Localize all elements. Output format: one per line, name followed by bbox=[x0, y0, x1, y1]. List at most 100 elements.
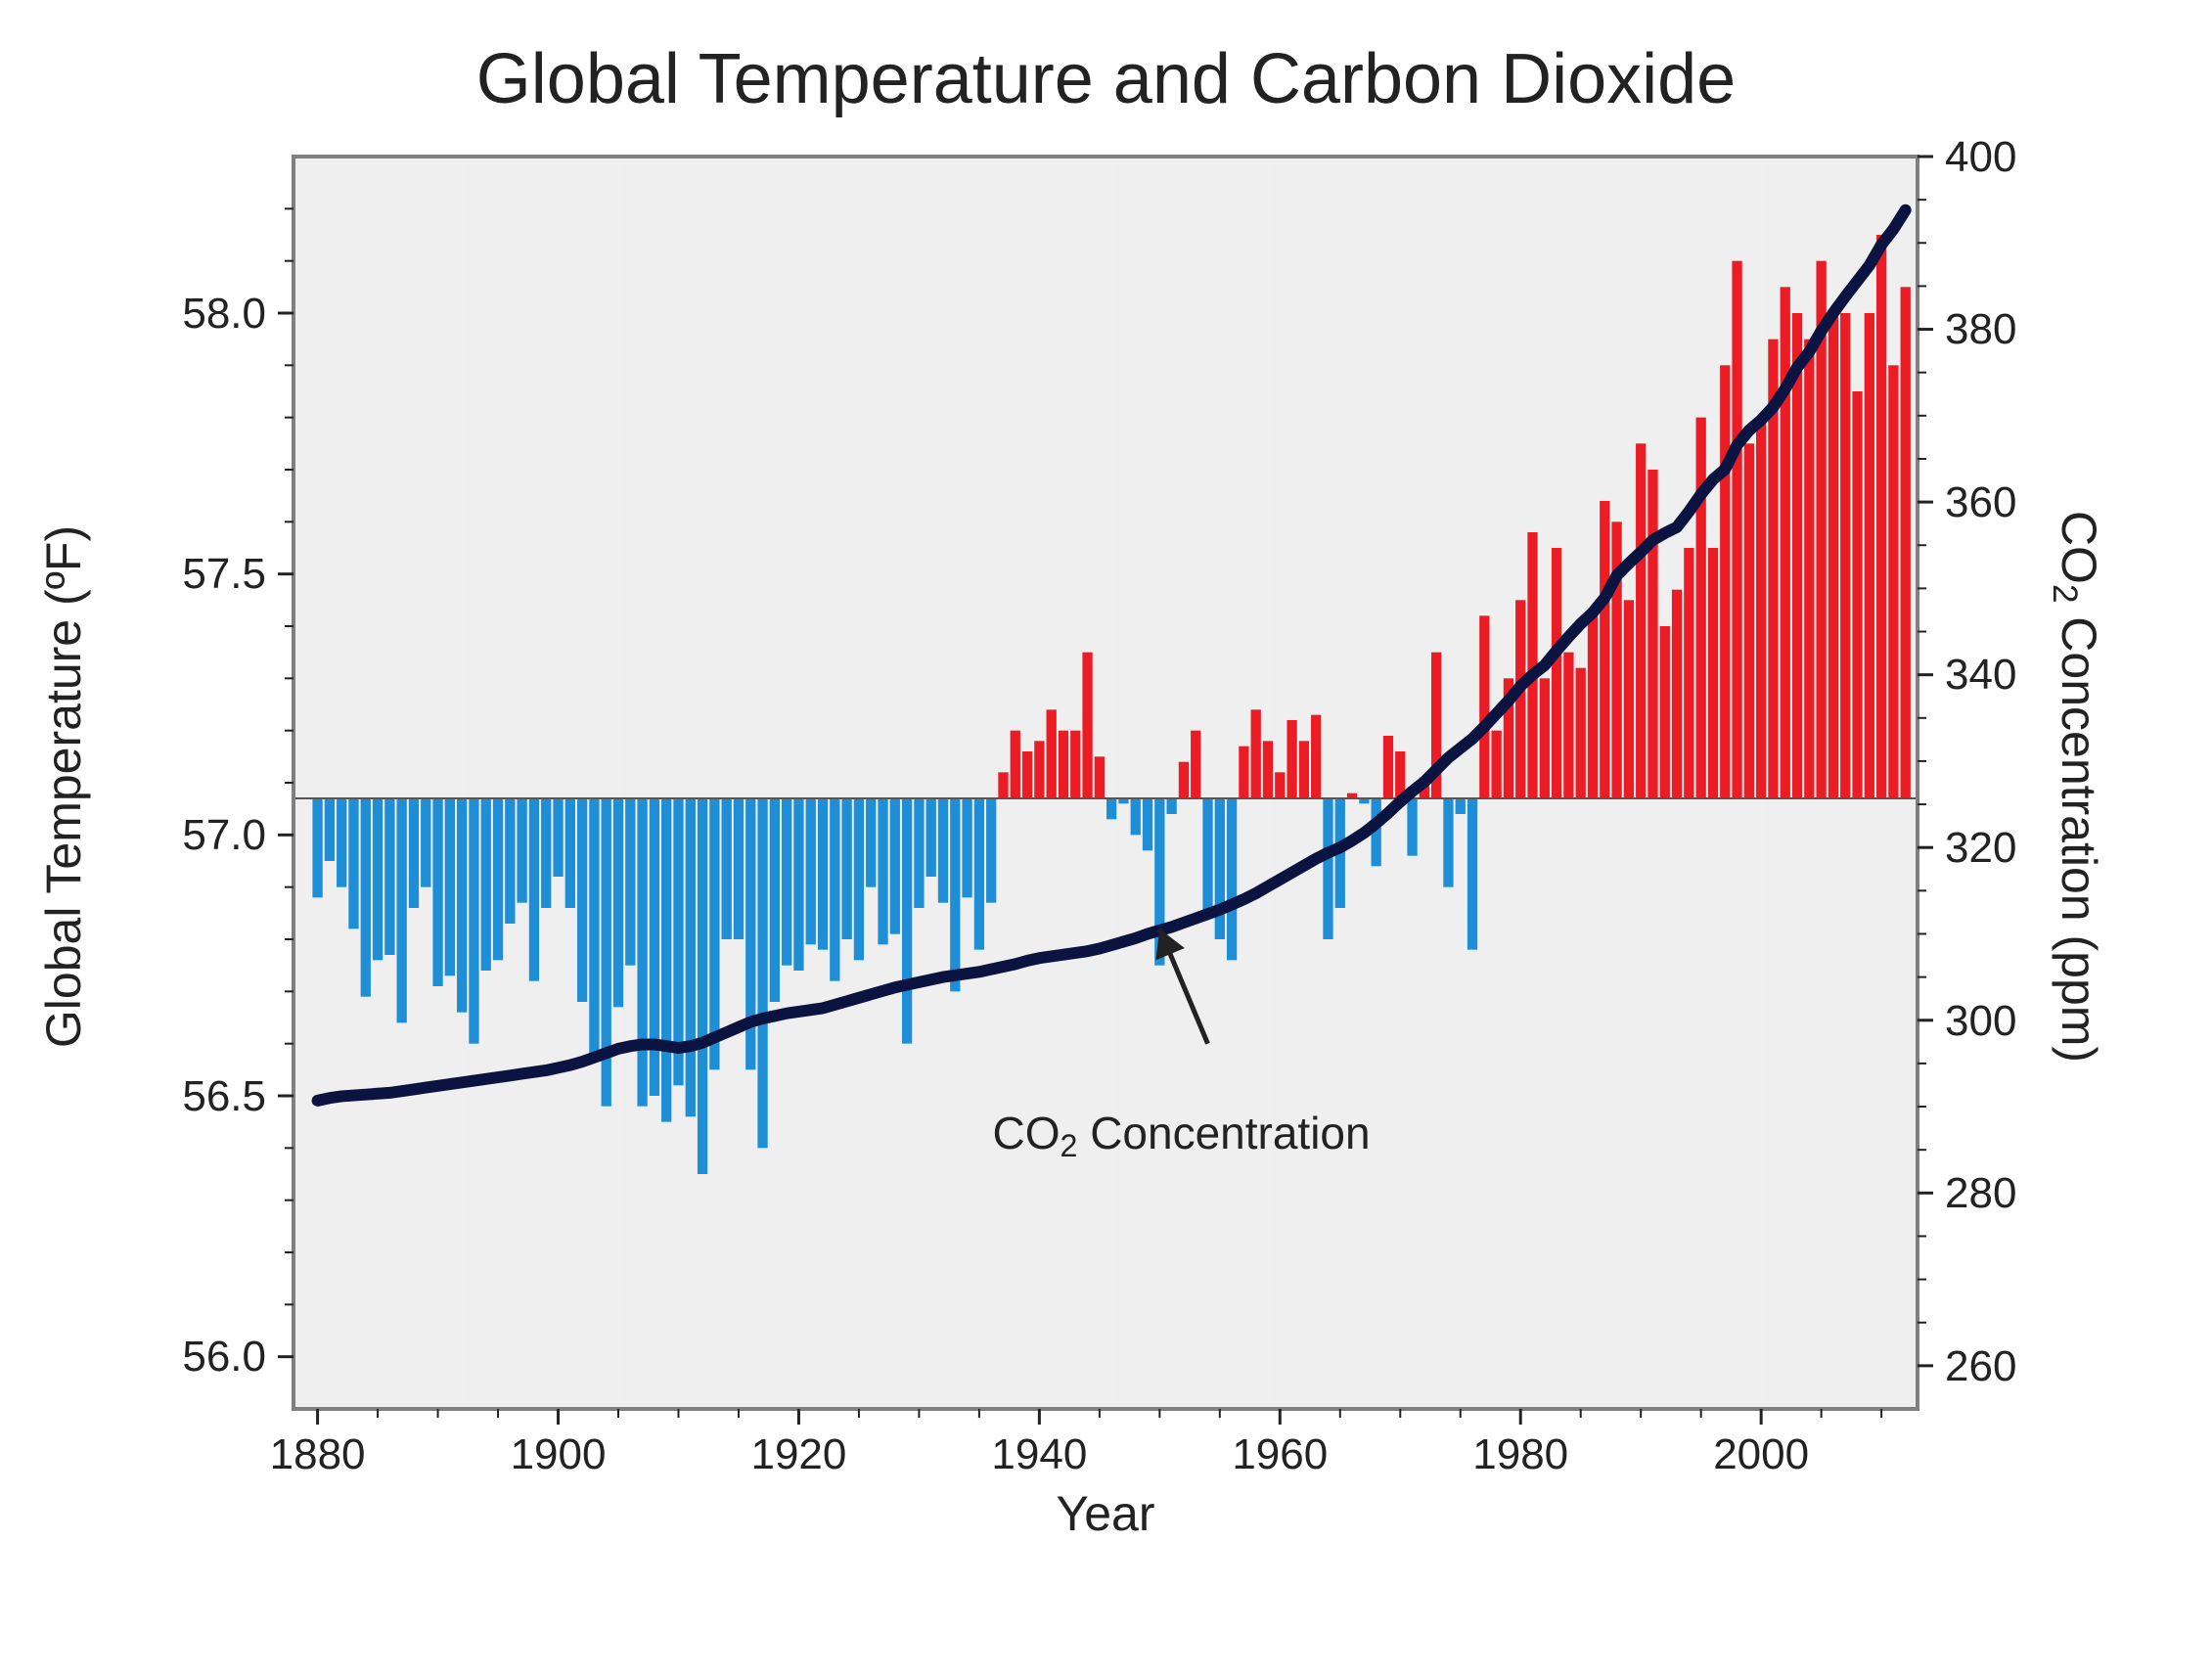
temp-bar bbox=[1274, 772, 1286, 798]
chart-svg bbox=[0, 0, 2212, 1677]
x-label: Year bbox=[293, 1485, 1918, 1542]
temp-bar bbox=[985, 798, 997, 903]
temp-bar bbox=[1322, 798, 1333, 939]
temp-bar bbox=[516, 798, 527, 903]
temp-bar bbox=[552, 798, 564, 877]
anno-sub: 2 bbox=[1061, 1128, 1078, 1163]
temp-bar bbox=[528, 798, 540, 981]
temp-bar bbox=[636, 798, 648, 1107]
tick-label: 380 bbox=[1945, 305, 2016, 354]
temp-bar bbox=[1731, 261, 1742, 798]
tick-label: 260 bbox=[1945, 1342, 2016, 1391]
temp-bar bbox=[1587, 611, 1599, 798]
temp-bar bbox=[1142, 798, 1153, 850]
tick-label: 1880 bbox=[270, 1430, 366, 1479]
temp-bar bbox=[1875, 235, 1887, 798]
co2-annotation-label: CO2 Concentration bbox=[993, 1107, 1371, 1159]
temp-bar bbox=[660, 798, 672, 1122]
temp-bar bbox=[1262, 741, 1274, 798]
tick-label: 340 bbox=[1945, 651, 2016, 700]
temp-bar bbox=[540, 798, 552, 908]
temp-bar bbox=[1214, 798, 1226, 939]
temp-bar bbox=[1467, 798, 1478, 950]
temp-bar bbox=[1719, 365, 1731, 798]
temp-bar bbox=[1478, 615, 1490, 798]
temp-bar bbox=[877, 798, 888, 944]
temp-bar bbox=[721, 798, 733, 939]
temp-bar bbox=[1106, 798, 1117, 819]
tick-label: 58.0 bbox=[182, 290, 266, 339]
temp-bar bbox=[1406, 798, 1418, 856]
temp-bar bbox=[829, 798, 840, 981]
y-right-label-sub: 2 bbox=[2046, 584, 2084, 603]
temp-bar bbox=[324, 798, 336, 861]
temp-bar bbox=[649, 798, 660, 1096]
temp-bar bbox=[997, 772, 1009, 798]
title-text: Global Temperature and Carbon Dioxide bbox=[476, 40, 1736, 118]
anno-post: Concentration bbox=[1077, 1108, 1370, 1158]
temp-bar bbox=[311, 798, 323, 897]
anno-pre: CO bbox=[993, 1108, 1061, 1158]
temp-bar bbox=[1635, 443, 1647, 798]
temp-bar bbox=[347, 798, 359, 929]
tick-label: 57.0 bbox=[182, 811, 266, 860]
temp-bar bbox=[865, 798, 877, 887]
tick-label: 400 bbox=[1945, 133, 2016, 182]
temp-bar bbox=[1683, 548, 1694, 798]
temp-bar bbox=[756, 798, 768, 1148]
x-label-text: Year bbox=[1056, 1486, 1154, 1541]
y-right-label: CO2 Concentration (ppm) bbox=[2051, 160, 2107, 1413]
temp-bar bbox=[1094, 756, 1106, 798]
temp-bar bbox=[420, 798, 431, 887]
temp-bar bbox=[1165, 798, 1177, 814]
temp-bar bbox=[1021, 751, 1033, 798]
temp-bar bbox=[1839, 313, 1851, 798]
temp-bar bbox=[396, 798, 408, 1022]
tick-label: 1920 bbox=[750, 1430, 846, 1479]
temp-bar bbox=[1442, 798, 1454, 887]
temp-bar bbox=[1310, 715, 1322, 798]
temp-bar bbox=[408, 798, 420, 908]
temp-bar bbox=[1382, 736, 1394, 798]
temp-bar bbox=[697, 798, 708, 1174]
temp-bar bbox=[792, 798, 804, 971]
temp-bar bbox=[1010, 731, 1021, 798]
y-left-label: Global Temperature (ºF) bbox=[35, 160, 92, 1413]
temp-bar bbox=[913, 798, 925, 908]
temp-bar bbox=[372, 798, 384, 960]
temp-bar bbox=[889, 798, 901, 934]
temp-bar bbox=[1695, 418, 1707, 798]
tick-label: 280 bbox=[1945, 1169, 2016, 1218]
temp-bar bbox=[1671, 590, 1683, 798]
temp-bar bbox=[817, 798, 829, 950]
chart-title: Global Temperature and Carbon Dioxide bbox=[0, 39, 2212, 119]
temp-bar bbox=[1490, 731, 1502, 798]
temp-bar bbox=[853, 798, 865, 960]
temp-bar bbox=[504, 798, 516, 924]
temp-bar bbox=[949, 798, 961, 991]
temp-bar bbox=[840, 798, 852, 939]
temp-bar bbox=[1659, 626, 1671, 798]
temp-bar bbox=[336, 798, 347, 887]
temp-bar bbox=[492, 798, 504, 960]
temp-bar bbox=[961, 798, 972, 897]
tick-label: 56.5 bbox=[182, 1072, 266, 1121]
tick-label: 1900 bbox=[511, 1430, 607, 1479]
temp-bar bbox=[1286, 720, 1297, 798]
temp-bar bbox=[431, 798, 443, 986]
temp-bar bbox=[937, 798, 949, 903]
y-right-label-pre: CO bbox=[2052, 511, 2106, 584]
temp-bar bbox=[708, 798, 720, 1069]
temp-bar bbox=[1455, 798, 1467, 814]
chart-container: { "canvas": { "width": 2261, "height": 1… bbox=[0, 0, 2212, 1677]
temp-bar bbox=[1707, 548, 1719, 798]
temp-bar bbox=[1803, 340, 1815, 798]
temp-bar bbox=[1033, 741, 1045, 798]
temp-bar bbox=[576, 798, 588, 1002]
temp-bar bbox=[973, 798, 985, 950]
temp-bar bbox=[1539, 678, 1551, 798]
temp-bar bbox=[1178, 762, 1190, 798]
temp-bar bbox=[1780, 287, 1791, 798]
y-right-label-post: Concentration (ppm) bbox=[2052, 603, 2106, 1063]
temp-bar bbox=[1069, 731, 1081, 798]
